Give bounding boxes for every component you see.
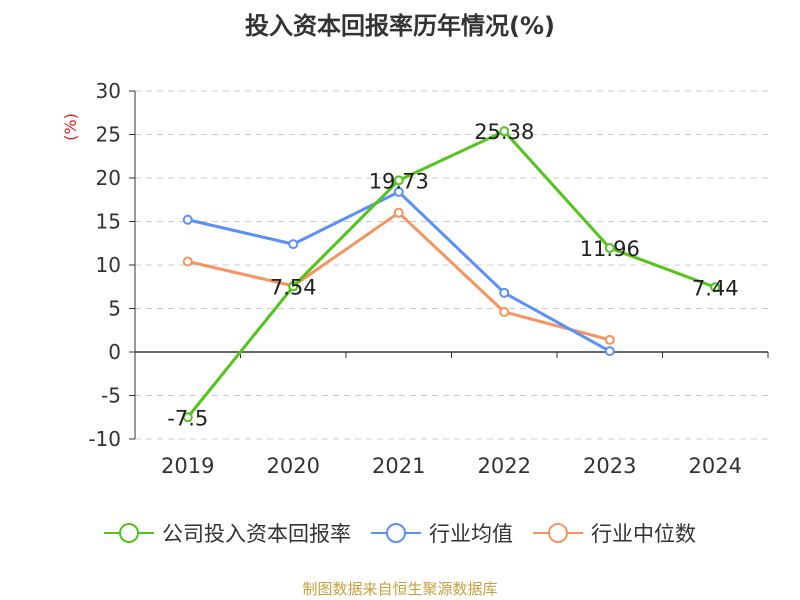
x-tick-label: 2023 <box>583 454 636 478</box>
chart-title: 投入资本回报率历年情况(%) <box>245 12 555 40</box>
series-line <box>186 129 716 419</box>
data-point <box>393 175 404 186</box>
x-tick-label: 2019 <box>161 454 214 478</box>
data-point <box>499 287 510 298</box>
x-tick-label: 2024 <box>689 454 742 478</box>
data-point <box>604 346 615 357</box>
legend-label-company-roic: 公司投入资本回报率 <box>162 522 351 546</box>
data-point <box>499 306 510 317</box>
x-tick-label: 2020 <box>267 454 320 478</box>
y-tick-label: 5 <box>108 297 121 321</box>
y-tick-label: -10 <box>88 427 121 451</box>
data-point <box>288 239 299 250</box>
source-note: 制图数据来自恒生聚源数据库 <box>302 580 498 598</box>
legend-line-marker-green <box>104 523 154 543</box>
y-tick-label: 25 <box>96 123 121 147</box>
y-tick-label: 15 <box>96 210 121 234</box>
legend-item-company-roic[interactable]: 公司投入资本回报率 <box>104 518 351 548</box>
y-tick-label: -5 <box>101 384 121 408</box>
data-point <box>393 186 404 197</box>
y-tick-label: 0 <box>108 340 121 364</box>
data-point <box>182 256 193 267</box>
legend-item-industry-mean[interactable]: 行业均值 <box>371 518 513 548</box>
data-point <box>604 334 615 345</box>
x-tick-label: 2021 <box>372 454 425 478</box>
data-point <box>182 412 193 423</box>
legend-item-industry-median[interactable]: 行业中位数 <box>533 518 696 548</box>
x-tick-label: 2022 <box>478 454 531 478</box>
y-tick-label: 30 <box>96 79 121 103</box>
data-label: 11.96 <box>580 237 640 261</box>
data-label: 19.73 <box>369 169 429 193</box>
legend: 公司投入资本回报率 行业均值 行业中位数 <box>0 518 800 548</box>
data-point <box>182 214 193 225</box>
data-label: 7.44 <box>692 276 739 300</box>
data-point <box>604 242 615 253</box>
data-label: 25.38 <box>474 120 534 144</box>
legend-label-industry-mean: 行业均值 <box>429 522 513 546</box>
y-axis-label: (%) <box>61 113 80 141</box>
series-line <box>187 211 611 342</box>
y-tick-label: 20 <box>96 166 121 190</box>
legend-line-marker-orange <box>533 523 583 543</box>
data-point <box>393 207 404 218</box>
y-tick-label: 10 <box>96 253 121 277</box>
data-point <box>710 282 721 293</box>
legend-label-industry-median: 行业中位数 <box>591 522 696 546</box>
data-label: 7.54 <box>270 275 317 299</box>
legend-line-marker-blue <box>371 523 421 543</box>
data-label: -7.5 <box>167 406 208 430</box>
data-point <box>288 281 299 292</box>
data-point <box>499 126 510 137</box>
